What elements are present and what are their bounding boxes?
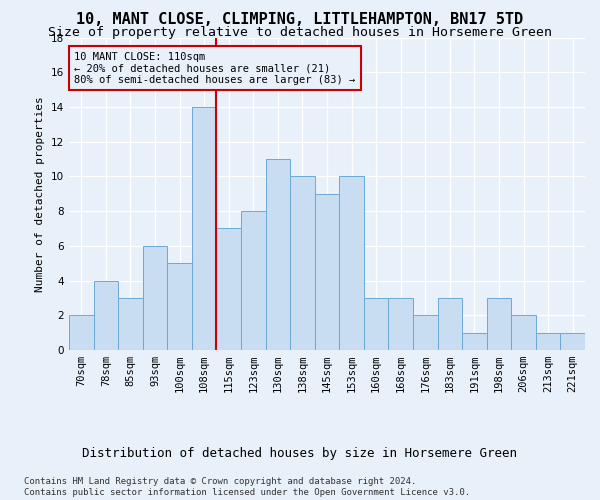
Bar — [339, 176, 364, 350]
Bar — [217, 228, 241, 350]
Text: Distribution of detached houses by size in Horsemere Green: Distribution of detached houses by size … — [83, 448, 517, 460]
Bar — [167, 263, 192, 350]
Bar — [94, 280, 118, 350]
Bar — [364, 298, 388, 350]
Bar — [560, 332, 585, 350]
Text: Contains HM Land Registry data © Crown copyright and database right 2024.
Contai: Contains HM Land Registry data © Crown c… — [24, 478, 470, 497]
Bar — [69, 316, 94, 350]
Bar — [241, 211, 266, 350]
Bar — [511, 316, 536, 350]
Bar — [118, 298, 143, 350]
Bar — [290, 176, 315, 350]
Text: 10, MANT CLOSE, CLIMPING, LITTLEHAMPTON, BN17 5TD: 10, MANT CLOSE, CLIMPING, LITTLEHAMPTON,… — [76, 12, 524, 28]
Bar — [143, 246, 167, 350]
Y-axis label: Number of detached properties: Number of detached properties — [35, 96, 46, 292]
Bar — [315, 194, 339, 350]
Bar — [266, 159, 290, 350]
Bar — [413, 316, 437, 350]
Bar — [462, 332, 487, 350]
Bar — [536, 332, 560, 350]
Text: 10 MANT CLOSE: 110sqm
← 20% of detached houses are smaller (21)
80% of semi-deta: 10 MANT CLOSE: 110sqm ← 20% of detached … — [74, 52, 355, 85]
Text: Size of property relative to detached houses in Horsemere Green: Size of property relative to detached ho… — [48, 26, 552, 39]
Bar — [388, 298, 413, 350]
Bar — [192, 107, 217, 350]
Bar — [487, 298, 511, 350]
Bar — [437, 298, 462, 350]
